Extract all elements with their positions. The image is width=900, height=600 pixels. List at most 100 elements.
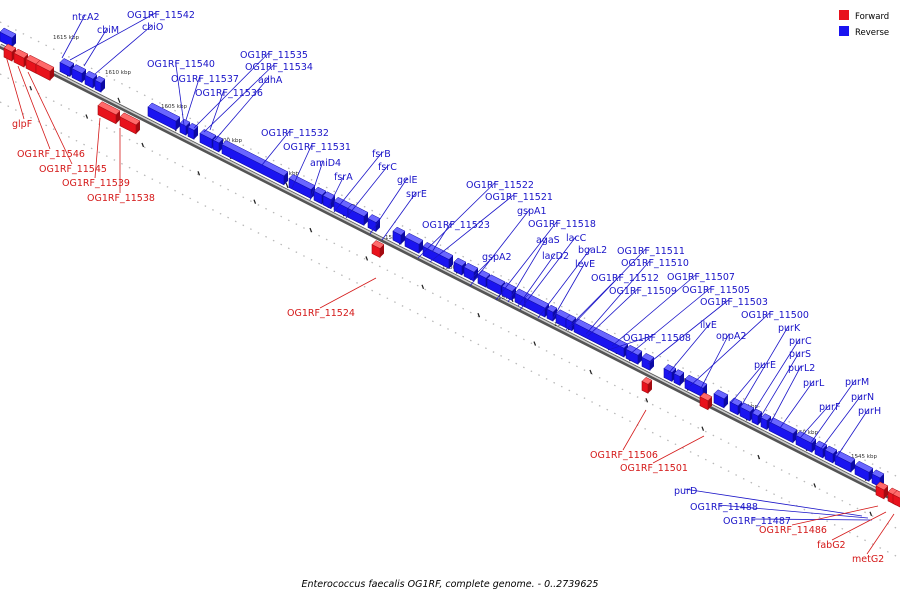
reverse-gene	[212, 135, 224, 153]
label-connector	[652, 435, 705, 464]
reverse-gene	[641, 352, 655, 371]
reverse-gene-label: OG1RF_11518	[528, 219, 596, 230]
reverse-gene-label: sprE	[406, 189, 427, 200]
label-connector	[751, 518, 873, 521]
reverse-gene-label: purK	[778, 323, 801, 334]
forward-gene-label: metG2	[852, 554, 884, 565]
genome-caption: Enterococcus faecalis OG1RF, complete ge…	[302, 579, 599, 590]
label-connector	[629, 287, 711, 355]
reverse-gene-label: OG1RF_11509	[609, 286, 677, 297]
label-connectors	[5, 12, 895, 555]
label-connector	[866, 513, 895, 555]
label-connector	[647, 299, 729, 365]
label-connector	[751, 338, 800, 415]
forward-gene	[699, 392, 713, 411]
gene-features	[0, 27, 900, 508]
reverse-gene-label: OG1RF_11507	[667, 272, 735, 283]
label-connector	[667, 322, 711, 375]
reverse-gene	[367, 214, 381, 232]
label-connector	[94, 117, 101, 179]
reverse-gene-label: OG1RF_11534	[245, 62, 313, 73]
label-connector	[587, 288, 638, 337]
reverse-gene-label: bgaL2	[578, 245, 607, 256]
label-connector	[83, 27, 108, 67]
legend: Forward Reverse	[839, 10, 889, 38]
label-connector	[565, 275, 620, 331]
reverse-gene-label: OG1RF_11521	[485, 192, 553, 203]
tick-mark	[117, 97, 121, 104]
label-connector	[203, 64, 274, 133]
label-connector	[699, 333, 730, 391]
label-connector	[519, 235, 577, 311]
reverse-gene-label: OG1RF_11505	[682, 285, 750, 296]
reverse-gene	[673, 369, 685, 387]
label-connector	[607, 335, 652, 351]
reverse-gene	[221, 140, 289, 186]
tick-label: 1605 kbp	[161, 104, 187, 110]
label-connector	[495, 221, 557, 301]
label-connector	[791, 505, 879, 526]
forward-gene-label: OG1RF_11546	[17, 149, 85, 160]
label-connector	[835, 408, 869, 459]
forward-gene	[35, 59, 55, 81]
reverse-gene	[404, 232, 424, 254]
reverse-gene-label: purS	[789, 349, 811, 360]
minor-tick	[813, 483, 817, 488]
label-connector	[185, 76, 200, 121]
reverse-gene-label: gspA1	[517, 206, 547, 217]
tick-label: 1610 kbp	[105, 70, 131, 76]
tick-label: 1600 kbp	[216, 138, 242, 144]
reverse-gene-label: OG1RF_11512	[591, 273, 659, 284]
forward-gene-label: OG1RF_11539	[62, 178, 130, 189]
forward-gene	[97, 101, 121, 125]
label-connector	[718, 504, 869, 519]
label-connector	[569, 248, 646, 329]
reverse-gene	[94, 75, 106, 93]
label-connector	[684, 488, 863, 517]
label-connector	[622, 409, 647, 451]
reverse-gene-label: oppA2	[716, 331, 746, 342]
reverse-gene-label: OG1RF_11542	[127, 10, 195, 21]
forward-gene-label: glpF	[12, 119, 32, 130]
reverse-gene-label: purF	[819, 402, 840, 413]
reverse-gene-label: ilvE	[700, 320, 717, 331]
legend-reverse-label: Reverse	[855, 28, 889, 38]
minor-tick	[701, 426, 705, 431]
label-connector	[69, 12, 156, 61]
reverse-gene-label: purM	[845, 377, 869, 388]
label-connector	[507, 237, 547, 303]
minor-tick	[589, 369, 593, 375]
reverse-gene-label: OG1RF_11537	[171, 74, 239, 85]
forward-gene	[875, 481, 889, 500]
reverse-gene-label: purN	[851, 392, 874, 403]
reverse-gene	[625, 344, 643, 365]
label-connector	[729, 362, 765, 405]
reverse-gene-label: OG1RF_11500	[741, 310, 809, 321]
reverse-gene-label: purC	[789, 336, 812, 347]
reverse-gene-label: levE	[575, 259, 595, 270]
reverse-gene-label: OG1RF_11540	[147, 59, 215, 70]
forward-gene-label: OG1RF_11486	[759, 525, 827, 536]
label-connector	[537, 247, 592, 319]
reverse-gene-label: OG1RF_11536	[195, 88, 263, 99]
label-connector	[94, 24, 153, 75]
reverse-gene-label: purE	[754, 360, 776, 371]
forward-gene	[119, 112, 141, 135]
label-connector	[517, 253, 556, 307]
label-connector	[611, 274, 696, 347]
reverse-gene-label: purL2	[788, 363, 815, 374]
reverse-gene-label: lacD2	[542, 251, 569, 262]
minor-tick	[365, 256, 369, 261]
label-connector	[809, 379, 856, 445]
reverse-gene-label: OG1RF_11510	[621, 258, 689, 269]
label-connector	[429, 194, 514, 263]
reverse-gene-label: OG1RF_11503	[700, 297, 768, 308]
label-connector	[327, 174, 345, 209]
reverse-gene-label: fsrC	[378, 162, 397, 173]
label-connector	[381, 191, 417, 241]
label-connector	[469, 208, 531, 287]
label-connector	[779, 380, 814, 429]
reverse-gene	[0, 27, 17, 48]
reverse-gene-label: OG1RF_11488	[690, 502, 758, 513]
